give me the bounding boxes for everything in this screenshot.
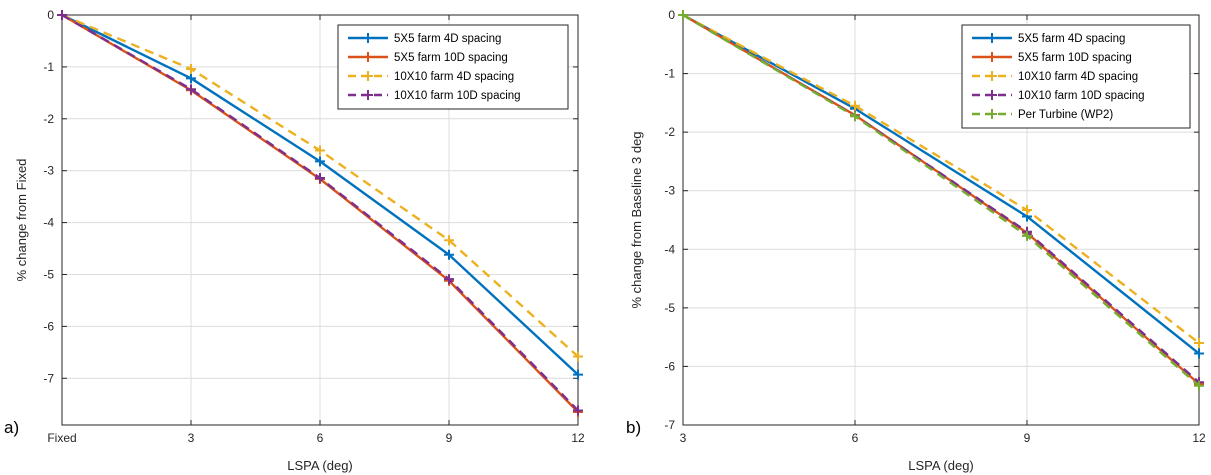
series-point-5 [1194,380,1204,391]
y-tick-label: -2 [664,125,675,139]
legend-marker-3 [363,71,373,81]
panel-label: a) [4,418,19,437]
legend-entry-3: 10X10 farm 4D spacing [1018,71,1138,83]
x-tick-label: 6 [317,431,324,445]
y-tick-label: -6 [664,359,675,373]
legend-marker-4 [363,90,373,100]
legend-entry-2: 5X5 farm 10D spacing [1018,52,1132,64]
x-tick-label: Fixed [47,431,76,445]
series-point-5 [1022,230,1032,241]
y-tick-label: 0 [47,8,54,22]
series-point-4 [186,84,196,95]
series-point-3 [315,145,325,156]
x-tick-label: 12 [1192,431,1206,445]
series-point-1 [1194,348,1204,359]
y-tick-label: -5 [43,267,54,281]
y-tick-label: -1 [664,67,675,81]
y-tick-label: -3 [43,164,54,178]
legend-marker-1 [987,33,997,43]
chart-panel-1: Fixed 3 6 9 12 0 -1 -2 -3 -4 -5 -6 -7 LSPA (deg) % cha… [4,8,585,473]
legend-marker-2 [987,52,997,62]
series-point-5 [678,10,688,20]
series-point-4 [573,405,583,416]
panel-label: b) [626,418,641,437]
legend-entry-1: 5X5 farm 4D spacing [394,33,501,45]
series-point-1 [573,369,583,380]
legend-marker-4 [987,90,997,100]
legend-marker-3 [987,71,997,81]
x-tick-label: 6 [852,431,859,445]
y-axis-label: % change from Baseline 3 deg [629,131,644,308]
y-tick-label: -3 [664,184,675,198]
series-line-3 [682,13,1200,344]
series-point-3 [1194,338,1204,348]
legend-entry-3: 10X10 farm 4D spacing [394,71,514,83]
x-axis-label: LSPA (deg) [908,458,974,473]
y-tick-label: -4 [664,242,675,256]
x-axis-label: LSPA (deg) [287,458,353,473]
series-point-4 [444,274,454,285]
legend-entry-4: 10X10 farm 10D spacing [1018,90,1145,102]
legend-marker-1 [363,33,373,43]
series-point-3 [850,100,860,111]
legend-marker-2 [363,52,373,62]
x-tick-label: 3 [188,431,195,445]
y-tick-label: -1 [43,60,54,74]
y-tick-label: -4 [43,216,54,230]
axes-box [682,14,1200,426]
series-point-3 [573,351,583,362]
series-point-1 [186,73,196,84]
series-point-4 [315,172,325,183]
y-axis-label: % change from Fixed [14,159,29,282]
y-tick-label: 0 [668,8,675,22]
legend-entry-1: 5X5 farm 4D spacing [1018,33,1125,45]
x-tick-label: 3 [680,431,687,445]
series-point-3 [1022,205,1032,216]
series-point-1 [315,156,325,167]
y-tick-label: -5 [664,301,675,315]
series-point-4 [57,10,67,20]
legend-entry-2: 5X5 farm 10D spacing [394,52,508,64]
series-point-3 [186,63,196,74]
series-line-5 [682,13,1200,387]
series-point-1 [444,249,454,260]
series-line-1 [682,13,1200,355]
x-tick-label: 12 [571,431,585,445]
series-point-5 [850,111,860,122]
legend-entry-5: Per Turbine (WP2) [1018,109,1113,121]
legend: 5X5 farm 4D spacing 5X5 farm 10D spacing 1… [337,24,569,110]
legend: 5X5 farm 4D spacing 5X5 farm 10D spacing 1… [961,24,1191,129]
series-line-4 [682,13,1200,384]
series-point-3 [444,235,454,246]
x-tick-label: 9 [1024,431,1031,445]
y-tick-label: -2 [43,112,54,126]
y-tick-label: -7 [43,371,54,385]
x-tick-label: 9 [446,431,453,445]
legend-entry-4: 10X10 farm 10D spacing [394,90,521,102]
y-tick-label: -7 [664,418,675,432]
legend-marker-5 [987,109,997,119]
y-tick-label: -6 [43,319,54,333]
chart-panel-2: 3 6 9 12 0 -1 -2 -3 -4 -5 -6 -7 LSPA (deg) % change f… [626,8,1206,473]
